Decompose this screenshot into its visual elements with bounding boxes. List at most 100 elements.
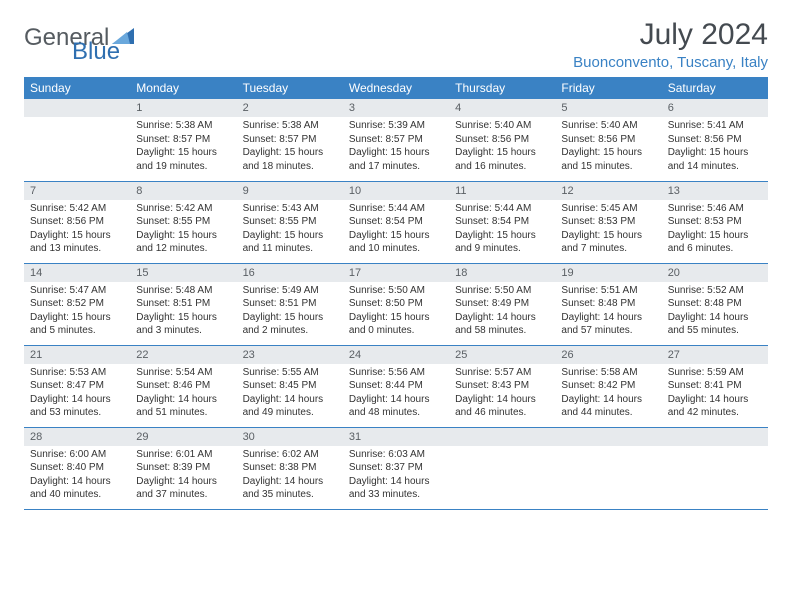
sunrise-line: Sunrise: 6:03 AM <box>349 448 443 462</box>
sunrise-line: Sunrise: 5:50 AM <box>349 284 443 298</box>
calendar-cell <box>555 427 661 509</box>
calendar-cell: 27Sunrise: 5:59 AMSunset: 8:41 PMDayligh… <box>662 345 768 427</box>
location: Buonconvento, Tuscany, Italy <box>573 54 768 71</box>
sunset-line: Sunset: 8:40 PM <box>30 461 124 475</box>
day-details: Sunrise: 5:41 AMSunset: 8:56 PMDaylight:… <box>662 117 768 177</box>
calendar-cell: 22Sunrise: 5:54 AMSunset: 8:46 PMDayligh… <box>130 345 236 427</box>
day-details: Sunrise: 5:51 AMSunset: 8:48 PMDaylight:… <box>555 282 661 342</box>
calendar-cell: 2Sunrise: 5:38 AMSunset: 8:57 PMDaylight… <box>237 99 343 181</box>
day-number: 24 <box>343 346 449 364</box>
sunrise-line: Sunrise: 5:44 AM <box>455 202 549 216</box>
sunset-line: Sunset: 8:45 PM <box>243 379 337 393</box>
day-details: Sunrise: 6:03 AMSunset: 8:37 PMDaylight:… <box>343 446 449 506</box>
day-number: 5 <box>555 99 661 117</box>
calendar-cell: 26Sunrise: 5:58 AMSunset: 8:42 PMDayligh… <box>555 345 661 427</box>
sunset-line: Sunset: 8:39 PM <box>136 461 230 475</box>
sunrise-line: Sunrise: 5:41 AM <box>668 119 762 133</box>
weekday-header: Monday <box>130 77 236 99</box>
daylight-line: Daylight: 14 hours and 53 minutes. <box>30 393 124 420</box>
calendar-cell: 9Sunrise: 5:43 AMSunset: 8:55 PMDaylight… <box>237 181 343 263</box>
sunrise-line: Sunrise: 5:59 AM <box>668 366 762 380</box>
weekday-header: Wednesday <box>343 77 449 99</box>
sunset-line: Sunset: 8:51 PM <box>136 297 230 311</box>
day-details: Sunrise: 5:54 AMSunset: 8:46 PMDaylight:… <box>130 364 236 424</box>
daylight-line: Daylight: 15 hours and 16 minutes. <box>455 146 549 173</box>
sunrise-line: Sunrise: 5:53 AM <box>30 366 124 380</box>
day-details: Sunrise: 5:40 AMSunset: 8:56 PMDaylight:… <box>449 117 555 177</box>
sunset-line: Sunset: 8:50 PM <box>349 297 443 311</box>
day-number: 7 <box>24 182 130 200</box>
sunset-line: Sunset: 8:52 PM <box>30 297 124 311</box>
sunset-line: Sunset: 8:47 PM <box>30 379 124 393</box>
calendar-cell: 23Sunrise: 5:55 AMSunset: 8:45 PMDayligh… <box>237 345 343 427</box>
calendar-cell: 11Sunrise: 5:44 AMSunset: 8:54 PMDayligh… <box>449 181 555 263</box>
daylight-line: Daylight: 15 hours and 3 minutes. <box>136 311 230 338</box>
day-number: 10 <box>343 182 449 200</box>
sunset-line: Sunset: 8:49 PM <box>455 297 549 311</box>
calendar-cell: 4Sunrise: 5:40 AMSunset: 8:56 PMDaylight… <box>449 99 555 181</box>
weekday-header: Sunday <box>24 77 130 99</box>
day-details: Sunrise: 6:00 AMSunset: 8:40 PMDaylight:… <box>24 446 130 506</box>
calendar-cell: 10Sunrise: 5:44 AMSunset: 8:54 PMDayligh… <box>343 181 449 263</box>
calendar-cell: 8Sunrise: 5:42 AMSunset: 8:55 PMDaylight… <box>130 181 236 263</box>
calendar-cell: 16Sunrise: 5:49 AMSunset: 8:51 PMDayligh… <box>237 263 343 345</box>
sunrise-line: Sunrise: 5:48 AM <box>136 284 230 298</box>
calendar-cell: 15Sunrise: 5:48 AMSunset: 8:51 PMDayligh… <box>130 263 236 345</box>
sunrise-line: Sunrise: 5:52 AM <box>668 284 762 298</box>
daylight-line: Daylight: 14 hours and 33 minutes. <box>349 475 443 502</box>
sunset-line: Sunset: 8:57 PM <box>349 133 443 147</box>
sunset-line: Sunset: 8:48 PM <box>668 297 762 311</box>
calendar-cell: 13Sunrise: 5:46 AMSunset: 8:53 PMDayligh… <box>662 181 768 263</box>
sunrise-line: Sunrise: 5:42 AM <box>136 202 230 216</box>
sunrise-line: Sunrise: 5:50 AM <box>455 284 549 298</box>
sunrise-line: Sunrise: 5:49 AM <box>243 284 337 298</box>
day-details: Sunrise: 5:42 AMSunset: 8:56 PMDaylight:… <box>24 200 130 260</box>
sunrise-line: Sunrise: 5:39 AM <box>349 119 443 133</box>
day-number: 17 <box>343 264 449 282</box>
daylight-line: Daylight: 15 hours and 2 minutes. <box>243 311 337 338</box>
day-number: 26 <box>555 346 661 364</box>
day-details: Sunrise: 5:48 AMSunset: 8:51 PMDaylight:… <box>130 282 236 342</box>
daylight-line: Daylight: 15 hours and 5 minutes. <box>30 311 124 338</box>
day-details: Sunrise: 5:44 AMSunset: 8:54 PMDaylight:… <box>449 200 555 260</box>
day-number <box>555 428 661 446</box>
calendar-cell: 17Sunrise: 5:50 AMSunset: 8:50 PMDayligh… <box>343 263 449 345</box>
day-details: Sunrise: 5:45 AMSunset: 8:53 PMDaylight:… <box>555 200 661 260</box>
day-details: Sunrise: 5:43 AMSunset: 8:55 PMDaylight:… <box>237 200 343 260</box>
daylight-line: Daylight: 15 hours and 10 minutes. <box>349 229 443 256</box>
sunset-line: Sunset: 8:37 PM <box>349 461 443 475</box>
calendar-cell: 28Sunrise: 6:00 AMSunset: 8:40 PMDayligh… <box>24 427 130 509</box>
day-details: Sunrise: 5:38 AMSunset: 8:57 PMDaylight:… <box>237 117 343 177</box>
month-title: July 2024 <box>573 18 768 52</box>
daylight-line: Daylight: 15 hours and 11 minutes. <box>243 229 337 256</box>
brand-name-2: Blue <box>72 38 120 65</box>
sunset-line: Sunset: 8:46 PM <box>136 379 230 393</box>
daylight-line: Daylight: 14 hours and 40 minutes. <box>30 475 124 502</box>
sunrise-line: Sunrise: 5:54 AM <box>136 366 230 380</box>
day-details: Sunrise: 5:56 AMSunset: 8:44 PMDaylight:… <box>343 364 449 424</box>
day-number <box>662 428 768 446</box>
sunrise-line: Sunrise: 5:42 AM <box>30 202 124 216</box>
day-number: 14 <box>24 264 130 282</box>
daylight-line: Daylight: 14 hours and 51 minutes. <box>136 393 230 420</box>
daylight-line: Daylight: 14 hours and 49 minutes. <box>243 393 337 420</box>
sunset-line: Sunset: 8:54 PM <box>455 215 549 229</box>
day-number: 11 <box>449 182 555 200</box>
day-number: 3 <box>343 99 449 117</box>
day-number: 6 <box>662 99 768 117</box>
day-details: Sunrise: 6:02 AMSunset: 8:38 PMDaylight:… <box>237 446 343 506</box>
sunset-line: Sunset: 8:51 PM <box>243 297 337 311</box>
calendar-cell: 14Sunrise: 5:47 AMSunset: 8:52 PMDayligh… <box>24 263 130 345</box>
calendar-cell: 5Sunrise: 5:40 AMSunset: 8:56 PMDaylight… <box>555 99 661 181</box>
day-number: 29 <box>130 428 236 446</box>
sunset-line: Sunset: 8:41 PM <box>668 379 762 393</box>
day-number: 18 <box>449 264 555 282</box>
day-details: Sunrise: 5:44 AMSunset: 8:54 PMDaylight:… <box>343 200 449 260</box>
day-details: Sunrise: 5:50 AMSunset: 8:49 PMDaylight:… <box>449 282 555 342</box>
daylight-line: Daylight: 14 hours and 57 minutes. <box>561 311 655 338</box>
day-number: 22 <box>130 346 236 364</box>
sunrise-line: Sunrise: 5:56 AM <box>349 366 443 380</box>
sunset-line: Sunset: 8:53 PM <box>668 215 762 229</box>
day-details: Sunrise: 5:53 AMSunset: 8:47 PMDaylight:… <box>24 364 130 424</box>
day-details: Sunrise: 5:57 AMSunset: 8:43 PMDaylight:… <box>449 364 555 424</box>
